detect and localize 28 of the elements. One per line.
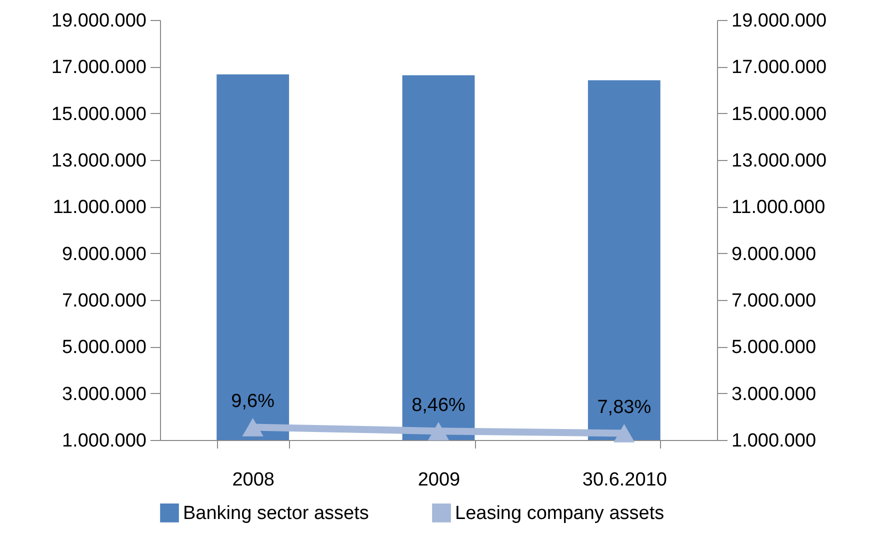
y-tick-label: 5.000.000	[62, 337, 146, 358]
annotation: 9,6%	[231, 391, 275, 412]
annotation: 8,46%	[412, 395, 466, 416]
y2-tick-label: 15.000.000	[732, 104, 827, 125]
y2-tick-label: 17.000.000	[732, 57, 827, 78]
y2-tick-label: 13.000.000	[732, 150, 827, 172]
x-tick-label: 2008	[232, 470, 274, 490]
y-tick-label: 3.000.000	[62, 384, 146, 405]
y-tick-label: 9.000.000	[62, 244, 146, 265]
y-tick-label: 7.000.000	[62, 290, 146, 312]
y-tick-label: 17.000.000	[51, 57, 146, 78]
y2-tick-label: 5.000.000	[732, 337, 816, 358]
y-tick-label: 19.000.000	[51, 10, 146, 32]
y2-tick-label: 11.000.000	[732, 197, 826, 218]
y2-tick-label: 3.000.000	[732, 384, 816, 405]
y2-tick-label: 19.000.000	[732, 10, 827, 32]
legend-label: Banking sector assets	[183, 502, 369, 524]
y-tick-label: 13.000.000	[51, 150, 146, 172]
y-tick-label: 1.000.000	[62, 430, 146, 452]
y2-tick-label: 7.000.000	[732, 290, 816, 312]
x-tick-label: 30.6.2010	[582, 470, 667, 490]
y2-tick-label: 1.000.000	[732, 430, 816, 452]
y-tick-label: 15.000.000	[51, 104, 146, 125]
legend-label: Leasing company assets	[455, 502, 664, 524]
x-tick-label: 2009	[418, 470, 460, 490]
y2-tick-label: 9.000.000	[732, 244, 816, 265]
annotation: 7,83%	[597, 397, 652, 418]
y-tick-label: 11.000.000	[52, 197, 146, 218]
